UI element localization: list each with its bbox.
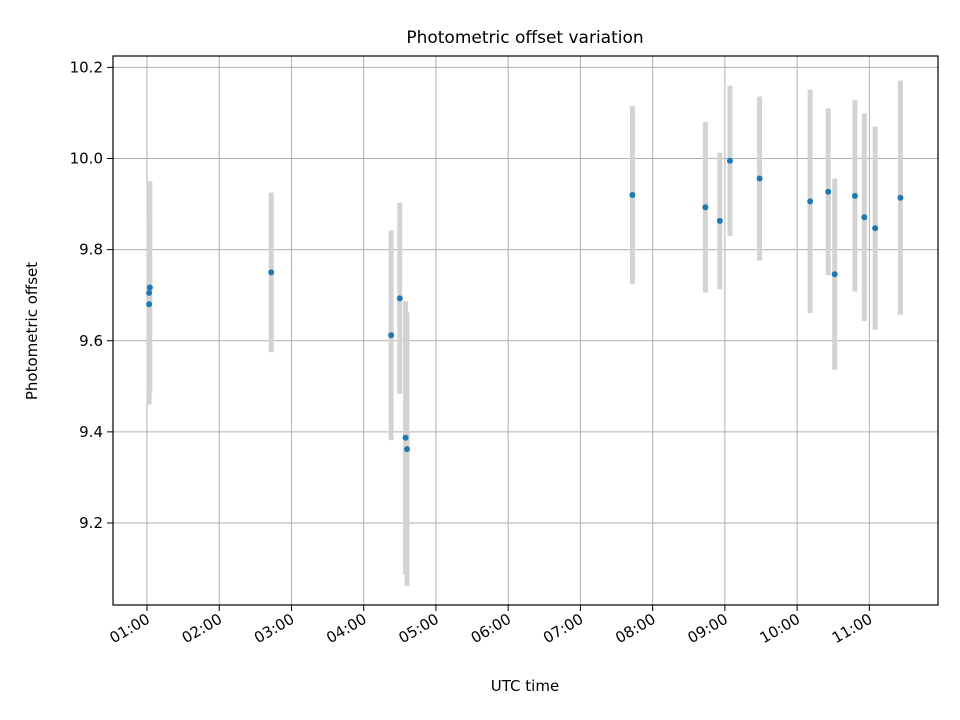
y-axis-label: Photometric offset (23, 262, 41, 400)
data-point (716, 217, 723, 224)
data-point (726, 157, 733, 164)
x-tick-label: 02:00 (179, 610, 225, 647)
chart-title: Photometric offset variation (406, 28, 643, 48)
data-point (851, 192, 858, 199)
y-tick-label: 9.6 (79, 332, 103, 350)
x-tick-label: 08:00 (612, 610, 658, 647)
x-tick-label: 10:00 (757, 610, 803, 647)
x-axis-label: UTC time (491, 677, 559, 695)
data-point (831, 271, 838, 278)
plot-area-frame (112, 55, 939, 606)
x-tick-label: 09:00 (684, 610, 730, 647)
x-tick-label: 07:00 (540, 610, 586, 647)
y-tick-label: 9.8 (79, 241, 103, 259)
data-point (756, 175, 763, 182)
data-point (388, 332, 395, 339)
y-tick-label: 9.2 (79, 514, 103, 532)
data-point (396, 295, 403, 302)
data-point (402, 434, 409, 441)
data-point (268, 269, 275, 276)
y-tick-label: 10.0 (70, 150, 103, 168)
data-point (872, 225, 879, 232)
x-tick-label: 04:00 (323, 610, 369, 647)
data-points (146, 157, 904, 453)
y-tick-label: 9.4 (79, 423, 103, 441)
grid-lines (113, 56, 938, 605)
data-point (861, 214, 868, 221)
data-point (146, 301, 153, 308)
x-tick-label: 05:00 (395, 610, 441, 647)
y-tick-label: 10.2 (70, 58, 103, 76)
data-point (702, 204, 709, 211)
data-point (404, 446, 411, 453)
data-point (629, 191, 636, 198)
axis-ticks: 01:00 02:00 03:00 04:00 05:00 06:00 07:00 08:00… (70, 58, 876, 647)
x-tick-label: 01:00 (107, 610, 153, 647)
data-point (897, 194, 904, 201)
data-point (146, 284, 153, 291)
x-tick-label: 11:00 (829, 610, 875, 647)
x-tick-label: 03:00 (251, 610, 297, 647)
x-tick-label: 06:00 (468, 610, 514, 647)
data-point (146, 289, 153, 296)
error-bars (146, 80, 903, 586)
data-point (807, 198, 814, 205)
data-point (825, 188, 832, 195)
